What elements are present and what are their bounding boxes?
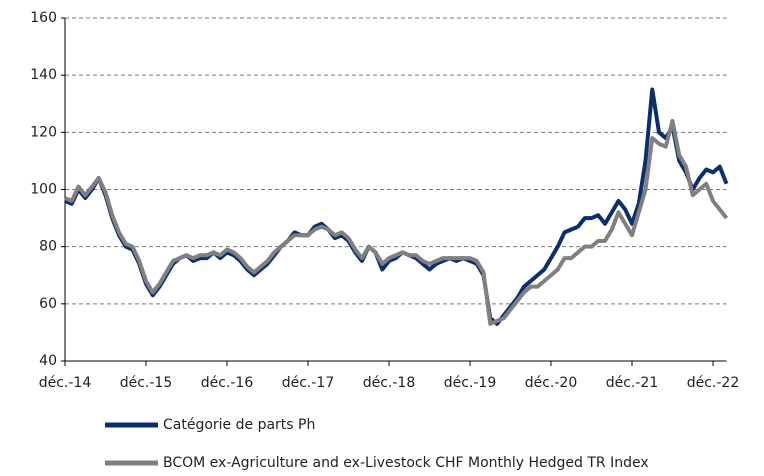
x-tick-label: déc.-19 (444, 375, 497, 391)
series-line (64, 87, 729, 326)
x-tick-label: déc.-18 (363, 375, 416, 391)
y-tick-label: 80 (39, 239, 57, 255)
legend-label: Catégorie de parts Ph (163, 417, 315, 433)
x-tick-label: déc.-15 (120, 375, 173, 391)
y-tick-label: 140 (30, 67, 57, 83)
x-tick-label: déc.-20 (525, 375, 578, 391)
x-tick-label: déc.-17 (282, 375, 335, 391)
y-tick-label: 160 (30, 10, 57, 26)
y-tick-label: 40 (39, 353, 57, 369)
y-tick-label: 120 (30, 124, 57, 140)
x-tick-label: déc.-22 (687, 375, 740, 391)
y-tick-label: 100 (30, 182, 57, 198)
x-tick-label: déc.-16 (201, 375, 254, 391)
series-line (64, 118, 729, 326)
y-tick-label: 60 (39, 296, 57, 312)
x-tick-label: déc.-14 (39, 375, 92, 391)
legend-label: BCOM ex-Agriculture and ex-Livestock CHF… (163, 455, 649, 471)
x-tick-label: déc.-21 (606, 375, 659, 391)
